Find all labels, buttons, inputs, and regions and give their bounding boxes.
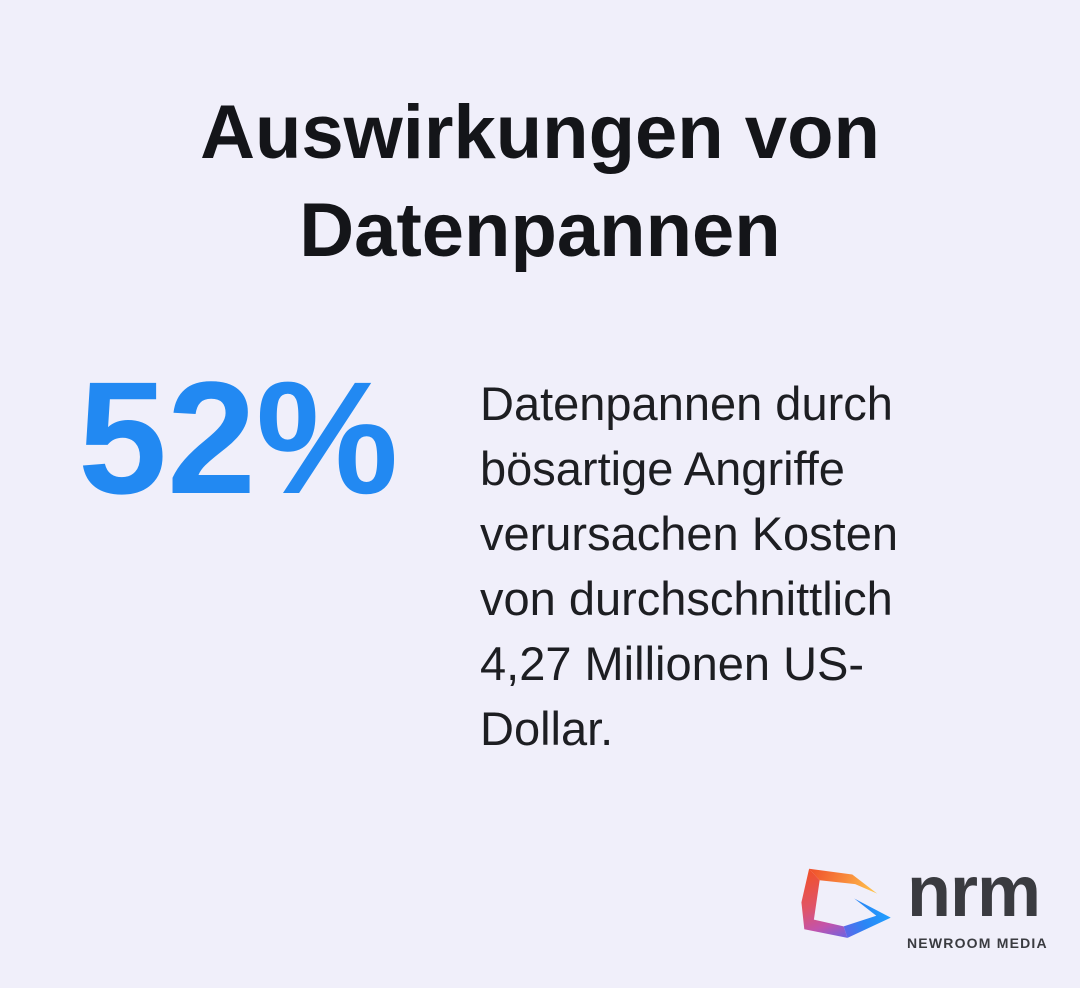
stat-description-line: bösartige Angriffe [480, 442, 845, 495]
stat-description-line: Datenpannen durch [480, 377, 893, 430]
nrm-logo-text: nrm NEWROOM MEDIA [907, 856, 1048, 950]
nrm-logo-gradient-g-icon [801, 868, 891, 938]
stat-description-line: 4,27 Millionen US- [480, 637, 865, 690]
nrm-logo-subtitle: NEWROOM MEDIA [907, 935, 1048, 951]
nrm-logo-name: nrm [907, 852, 1041, 932]
stat-description-line: Dollar. [480, 702, 614, 755]
page-title-line-1: Auswirkungen von [200, 90, 880, 175]
nrm-logo: nrm NEWROOM MEDIA [799, 856, 1048, 958]
page-title-line-2: Datenpannen [299, 188, 781, 273]
stat-value: 52% [78, 348, 399, 527]
stat-description-line: verursachen Kosten [480, 507, 899, 560]
page-title: Auswirkungen von Datenpannen [0, 84, 1080, 280]
stat-description: Datenpannen durch bösartige Angriffe ver… [480, 371, 898, 761]
stat-description-line: von durchschnittlich [480, 572, 893, 625]
